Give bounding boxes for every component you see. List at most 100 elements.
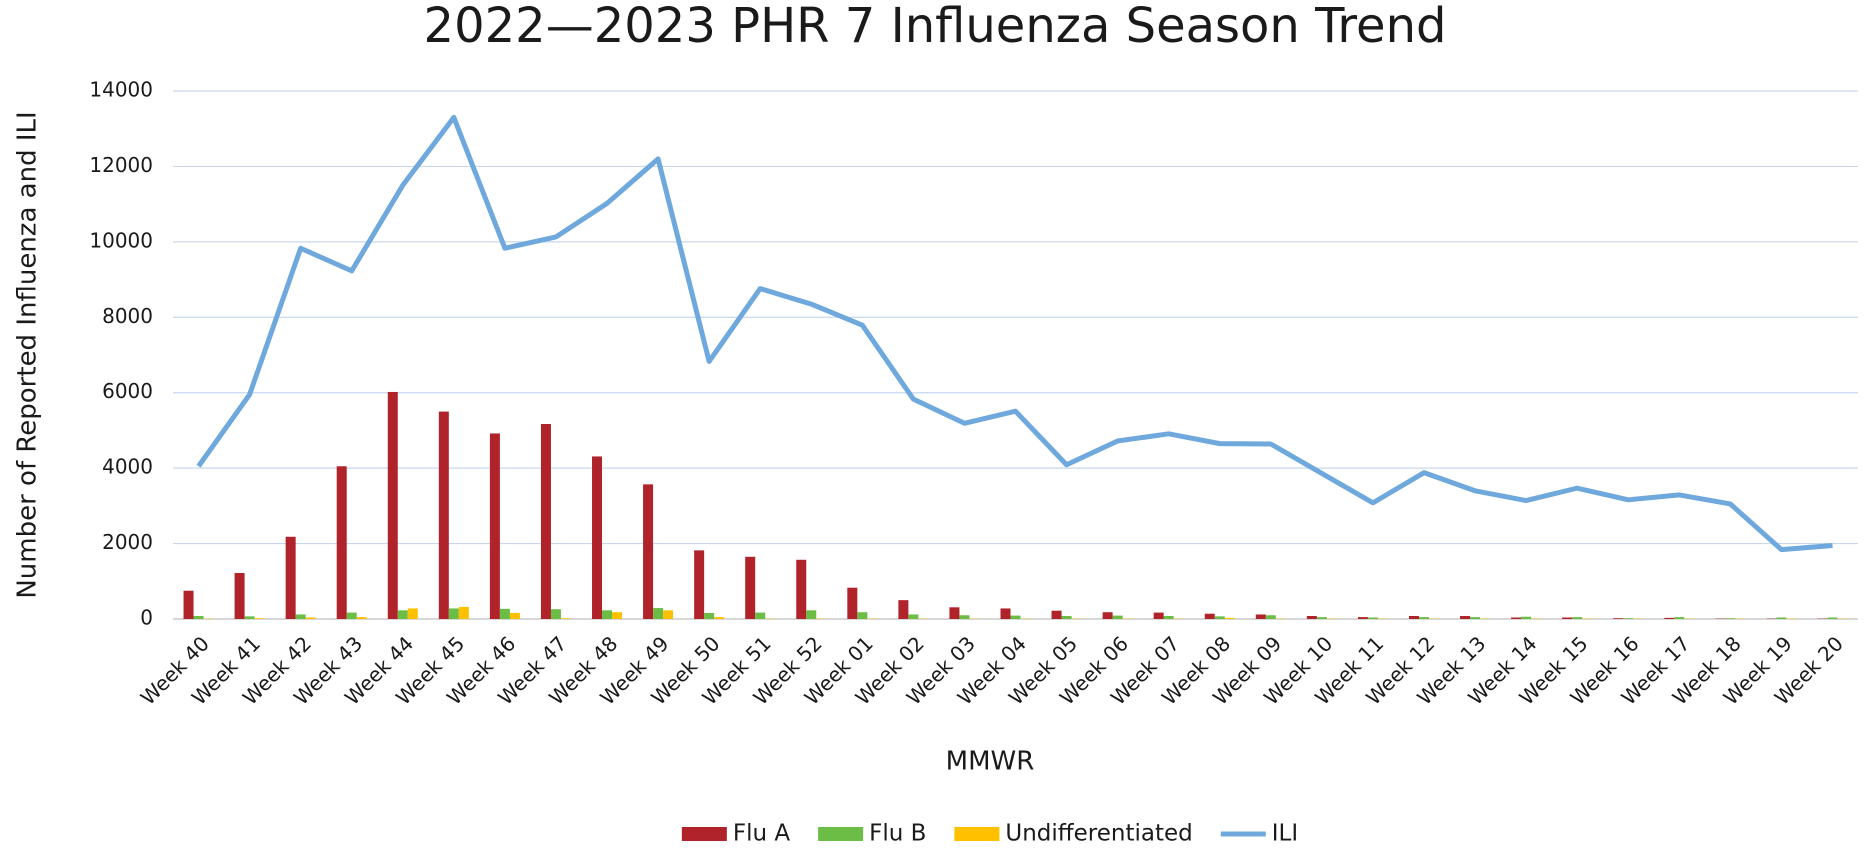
bar — [592, 456, 603, 619]
legend-item: Undifferentiated — [954, 821, 1193, 847]
bar — [1674, 617, 1685, 619]
bar — [714, 617, 725, 619]
bar — [1725, 618, 1736, 619]
bar — [1000, 608, 1011, 619]
legend-label: Flu A — [733, 821, 791, 847]
bar — [1367, 617, 1378, 619]
bar — [653, 608, 664, 619]
bar — [254, 618, 265, 619]
bar — [908, 614, 919, 619]
bar — [193, 615, 204, 619]
legend-label: ILI — [1272, 821, 1298, 847]
bar — [1316, 617, 1327, 619]
bar — [1214, 616, 1225, 619]
bar — [796, 559, 807, 619]
x-axis-label: MMWR — [946, 747, 1035, 777]
bar — [1051, 610, 1062, 619]
chart-title: 2022—2023 PHR 7 Influenza Season Trend — [424, 0, 1447, 54]
legend-label: Flu B — [869, 821, 926, 847]
bar — [1153, 612, 1164, 619]
bar — [755, 612, 766, 619]
bar — [448, 608, 459, 619]
y-tick-label: 6000 — [102, 379, 153, 403]
bar — [643, 484, 654, 619]
bar — [397, 610, 408, 619]
bar — [346, 612, 357, 619]
y-axis-label: Number of Reported Influenza and ILI — [13, 111, 43, 598]
bar — [1460, 615, 1471, 619]
y-tick-label: 12000 — [89, 153, 153, 177]
bar — [560, 618, 571, 619]
bar — [1357, 617, 1368, 619]
bar — [1776, 617, 1787, 619]
bar — [745, 556, 756, 619]
grid — [173, 90, 1858, 620]
bar — [1204, 613, 1215, 619]
y-tick-label: 4000 — [102, 455, 153, 479]
bar — [898, 600, 909, 619]
bar — [407, 608, 418, 619]
bar — [1418, 617, 1429, 619]
bar — [949, 607, 960, 619]
bar — [1163, 615, 1174, 619]
bar — [458, 606, 469, 619]
bar — [387, 391, 398, 619]
legend-swatch — [818, 827, 864, 841]
bar — [1470, 617, 1481, 619]
y-tick-label: 14000 — [89, 78, 153, 102]
bar — [244, 616, 255, 619]
bar — [704, 612, 715, 619]
legend-swatch — [954, 827, 1000, 841]
bar — [336, 466, 347, 619]
bar — [1224, 617, 1235, 619]
bar — [694, 550, 705, 619]
bar — [1623, 618, 1634, 619]
bar — [602, 610, 613, 619]
bar — [305, 617, 316, 619]
bar — [499, 608, 510, 619]
bar — [959, 615, 970, 619]
bar — [489, 433, 500, 619]
bar — [806, 610, 817, 619]
y-tick-label: 0 — [140, 606, 153, 630]
legend-item: Flu B — [818, 821, 926, 847]
bar — [285, 536, 296, 619]
bar — [1521, 616, 1532, 619]
bar — [438, 411, 449, 619]
legend-item: Flu A — [681, 821, 791, 847]
bar — [295, 614, 306, 619]
bar — [183, 590, 194, 619]
bar — [1827, 617, 1838, 619]
bar — [1511, 617, 1522, 619]
bar — [1255, 614, 1266, 619]
bar — [1408, 615, 1419, 619]
bar — [1061, 615, 1072, 619]
bar — [1112, 615, 1123, 619]
bar — [509, 612, 520, 619]
bar — [663, 610, 674, 619]
y-tick-label: 2000 — [102, 530, 153, 554]
bar — [857, 612, 868, 619]
legend-swatch — [681, 827, 727, 841]
legend: Flu A Flu B Undifferentiated ILI — [681, 821, 1298, 847]
bar — [550, 609, 561, 619]
bar — [356, 617, 367, 619]
bar — [1265, 615, 1276, 619]
legend-label: Undifferentiated — [1005, 821, 1192, 847]
y-tick-label: 8000 — [102, 304, 153, 328]
bar — [612, 612, 623, 619]
y-tick-label: 10000 — [89, 228, 153, 252]
bar — [540, 424, 551, 619]
bar — [1562, 617, 1573, 619]
bar — [1010, 615, 1021, 619]
bar — [1664, 617, 1675, 619]
bar — [1613, 618, 1624, 619]
bar — [234, 572, 245, 619]
bar — [1572, 617, 1583, 619]
bar — [1306, 615, 1317, 619]
bar — [1102, 612, 1113, 619]
legend-item: ILI — [1220, 821, 1298, 847]
bar — [847, 587, 858, 619]
line — [196, 114, 1833, 553]
